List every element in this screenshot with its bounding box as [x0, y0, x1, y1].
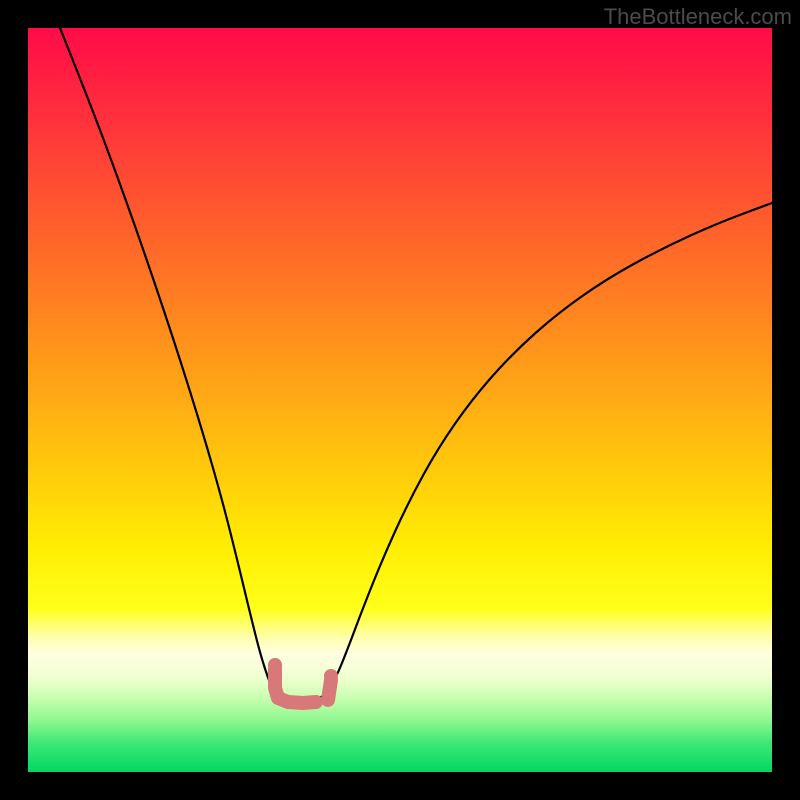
marker-dot-0	[268, 658, 282, 672]
marker-segment-1	[328, 680, 331, 700]
gradient-background	[28, 28, 772, 772]
watermark-text: TheBottleneck.com	[604, 4, 792, 30]
chart-svg	[28, 28, 772, 772]
plot-area	[28, 28, 772, 772]
chart-container: TheBottleneck.com	[0, 0, 800, 800]
marker-dot-1	[324, 669, 338, 683]
